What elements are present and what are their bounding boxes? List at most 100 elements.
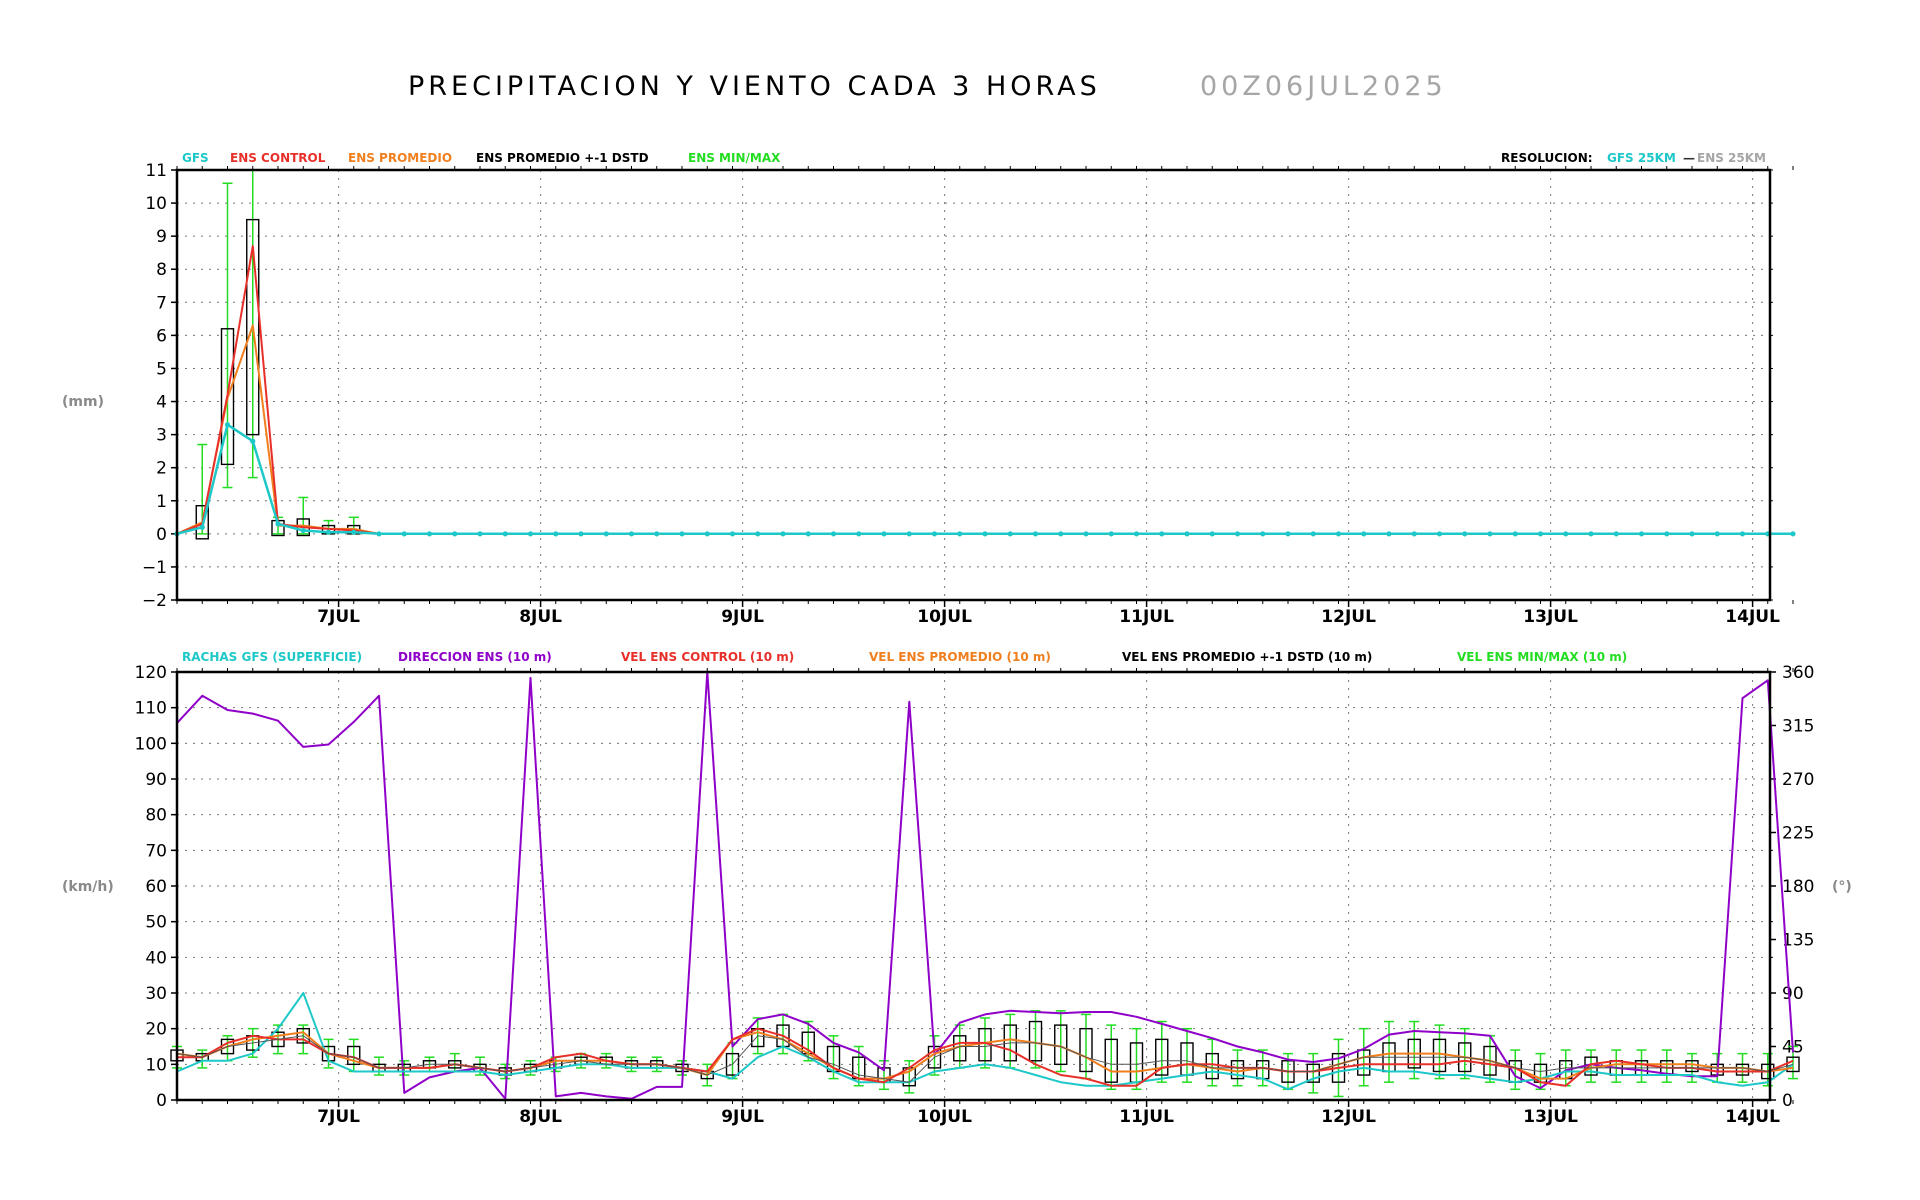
precip-gfs-point (679, 531, 685, 537)
precip-gfs-point (982, 531, 988, 537)
y2-tick-label: 90 (1782, 984, 1804, 1004)
y-tick-label: 60 (145, 877, 167, 897)
x-tick-label: 11JUL (1119, 1107, 1174, 1127)
precip-ens-mean-line (176, 324, 1793, 535)
precip-gfs-point (830, 531, 837, 537)
x-tick-label: 9JUL (721, 1107, 764, 1127)
precip-gfs-point (426, 531, 433, 537)
y-tick-label: 1 (156, 492, 167, 512)
run-date: 00Z06JUL2025 (1200, 71, 1447, 102)
precip-gfs-point (1638, 531, 1645, 537)
precip-gfs-point (1184, 531, 1190, 537)
legend-resolution-gfs: GFS 25KM (1607, 151, 1676, 165)
y-tick-label: 120 (135, 663, 167, 683)
precip-gfs-point (1512, 531, 1518, 537)
y2-tick-label: 180 (1782, 877, 1814, 897)
y-tick-label: 90 (145, 770, 167, 790)
precip-gfs-point (1714, 531, 1720, 537)
precip-gfs-line (176, 423, 1793, 536)
y-tick-label: 0 (156, 1091, 167, 1111)
precip-gfs-point (1361, 531, 1367, 537)
precip-gfs-point (1436, 531, 1443, 537)
y-tick-label: 5 (156, 359, 167, 379)
precip-gfs-point (805, 531, 811, 537)
std-box (1357, 1049, 1371, 1076)
precip-gfs-point (1007, 531, 1013, 537)
std-box (296, 1027, 310, 1044)
precip-gfs-point (1689, 531, 1695, 537)
legend-gusts: RACHAS GFS (SUPERFICIE) (182, 650, 362, 664)
y2-tick-label: 135 (1782, 931, 1814, 951)
std-box (1155, 1038, 1169, 1076)
y2-tick-label: 0 (1782, 1091, 1793, 1111)
precip-gfs-point (1083, 531, 1089, 537)
y-tick-label: 10 (145, 1055, 167, 1075)
y-tick-label: 20 (145, 1020, 167, 1040)
y-tick-label: 2 (156, 459, 167, 479)
precip-gfs-point (1234, 531, 1241, 537)
std-box (1104, 1038, 1118, 1083)
precip-axis-label: (mm) (62, 394, 104, 410)
wind-plot-frame (175, 670, 1772, 1102)
std-box (220, 328, 235, 466)
std-box (195, 505, 209, 540)
y-tick-label: 30 (145, 984, 167, 1004)
precip-gfs-point (856, 531, 862, 537)
y2-tick-label: 360 (1782, 663, 1814, 683)
wind-ens-std-center-line (176, 1035, 1794, 1083)
precip-gfs-point (224, 422, 231, 428)
y-tick-label: 6 (156, 326, 167, 346)
precipitation-panel: −2 −1 0 1 2 3 4 5 6 7 8 9 10 11 7JUL 8JUL 9JUL 10JUL 11JUL… (142, 161, 1796, 627)
precip-gfs-point (729, 531, 736, 537)
precip-gfs-point (477, 531, 483, 537)
precip-gfs-point (1285, 531, 1291, 537)
precip-gfs-point (755, 531, 761, 537)
precip-gfs-point (325, 529, 332, 535)
x-tick-label: 12JUL (1321, 607, 1376, 627)
x-tick-label: 7JUL (317, 1107, 360, 1127)
std-box (725, 1052, 740, 1076)
legend-wind-minmax: VEL ENS MIN/MAX (10 m) (1457, 650, 1627, 664)
precip-gfs-point (1133, 531, 1140, 537)
precip-gfs-point (1411, 531, 1417, 537)
precip-gfs-point (401, 531, 407, 537)
precip-gfs-point (351, 529, 357, 535)
wind-ens-control-line (177, 1027, 1794, 1087)
precip-gfs-point (1588, 531, 1594, 537)
y-tick-label: −2 (142, 591, 167, 611)
direction-axis-label: (°) (1832, 879, 1852, 895)
x-tick-label: 9JUL (721, 607, 764, 627)
x-tick-label: 10JUL (917, 1107, 972, 1127)
precip-gfs-point (250, 438, 256, 444)
y-tick-label: 110 (135, 699, 167, 719)
precip-gfs-point (553, 531, 559, 537)
precip-plot-frame (175, 168, 1772, 602)
precip-gfs-point (199, 524, 205, 530)
wind-panel: 0 10 20 30 40 50 60 70 80 90 100 110 120 7JUL 8JUL 9JUL… (135, 663, 1815, 1127)
legend-resolution-sep: — (1683, 151, 1695, 165)
precip-gfs-point (1159, 531, 1165, 537)
precip-gfs-point (1537, 531, 1544, 537)
y2-tick-label: 225 (1782, 824, 1814, 844)
y2-tick-label: 315 (1782, 717, 1814, 737)
std-box (246, 218, 260, 436)
y-tick-label: 80 (145, 806, 167, 826)
precip-gfs-point (1310, 531, 1316, 537)
x-tick-label: 8JUL (519, 607, 562, 627)
y-tick-label: 8 (156, 260, 167, 280)
precip-gfs-point (376, 531, 382, 537)
y-tick-label: 11 (145, 161, 167, 181)
y2-tick-label: 270 (1782, 770, 1814, 790)
x-tick-label: 7JUL (317, 607, 360, 627)
legend-wind-std: VEL ENS PROMEDIO +-1 DSTD (10 m) (1122, 650, 1372, 664)
legend-ens-minmax: ENS MIN/MAX (688, 151, 781, 165)
y-tick-label: −1 (142, 558, 167, 578)
y-tick-label: 0 (156, 525, 167, 545)
wind-gusts-line (176, 992, 1794, 1091)
legend-resolution-label: RESOLUCION: (1501, 151, 1593, 165)
x-tick-label: 10JUL (917, 607, 972, 627)
chart-title: PRECIPITACION Y VIENTO CADA 3 HORAS (408, 71, 1101, 102)
legend-gfs: GFS (182, 151, 209, 165)
precip-legend: GFS ENS CONTROL ENS PROMEDIO ENS PROMEDI… (182, 151, 1766, 165)
legend-wind-control: VEL ENS CONTROL (10 m) (621, 650, 794, 664)
